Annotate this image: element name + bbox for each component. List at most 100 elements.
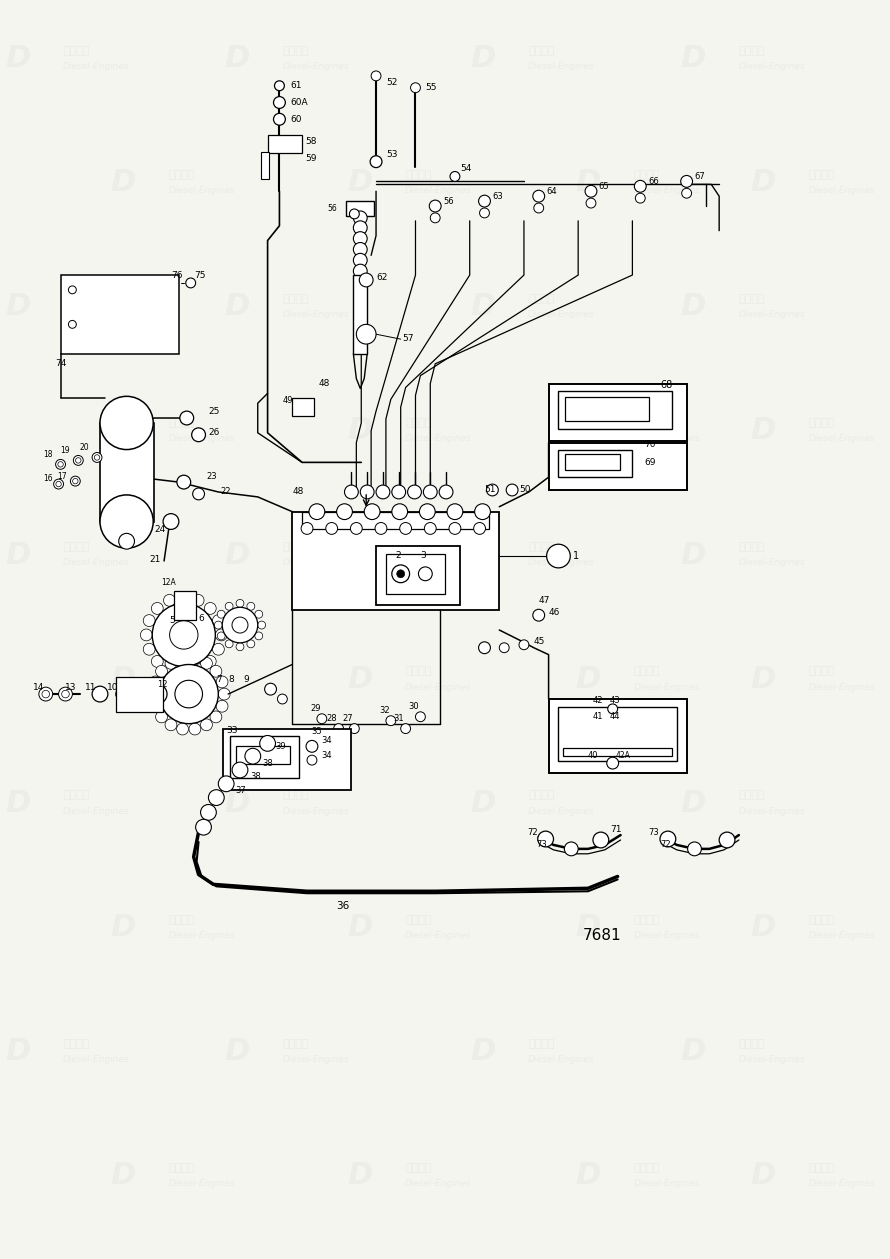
Circle shape [425, 522, 436, 534]
Text: 44: 44 [610, 713, 620, 721]
Text: Diesel-Engines: Diesel-Engines [63, 807, 130, 816]
Circle shape [217, 632, 225, 640]
Text: Diesel-Engines: Diesel-Engines [63, 310, 130, 319]
Text: D: D [224, 44, 250, 73]
Text: 60: 60 [290, 115, 302, 123]
Text: Diesel-Engines: Diesel-Engines [168, 1180, 235, 1188]
Circle shape [360, 273, 373, 287]
Circle shape [218, 776, 234, 792]
Circle shape [42, 690, 50, 697]
Text: 柴发动力: 柴发动力 [528, 293, 554, 303]
Text: 57: 57 [402, 334, 414, 342]
Text: Diesel-Engines: Diesel-Engines [282, 62, 349, 71]
Circle shape [474, 504, 490, 520]
Circle shape [449, 522, 461, 534]
Bar [261, 152, 269, 180]
Circle shape [416, 711, 425, 721]
Circle shape [245, 748, 261, 764]
Circle shape [216, 676, 228, 687]
Text: Diesel-Engines: Diesel-Engines [739, 310, 805, 319]
Text: D: D [470, 44, 496, 73]
Text: 柴发动力: 柴发动力 [63, 45, 90, 55]
Text: Diesel-Engines: Diesel-Engines [405, 434, 472, 443]
Bar [61, 274, 179, 354]
Circle shape [255, 632, 263, 640]
Circle shape [178, 666, 190, 679]
Circle shape [236, 643, 244, 651]
Text: 8: 8 [228, 675, 234, 684]
Circle shape [546, 544, 570, 568]
Text: 26: 26 [208, 428, 220, 437]
Text: 18: 18 [43, 449, 53, 460]
Text: Diesel-Engines: Diesel-Engines [809, 186, 876, 195]
Bar [100, 423, 154, 521]
Text: 67: 67 [694, 172, 705, 181]
Text: 12A: 12A [161, 578, 176, 587]
Text: D: D [575, 169, 601, 198]
Text: D: D [470, 789, 496, 818]
Circle shape [141, 630, 152, 641]
Text: 柴发动力: 柴发动力 [168, 914, 195, 924]
Circle shape [176, 653, 189, 665]
Circle shape [225, 640, 233, 648]
Circle shape [170, 621, 198, 650]
Circle shape [217, 611, 225, 618]
Circle shape [76, 458, 81, 463]
Text: Diesel-Engines: Diesel-Engines [528, 807, 595, 816]
Circle shape [353, 212, 368, 225]
Bar [302, 511, 490, 530]
Circle shape [326, 522, 337, 534]
Text: 柴发动力: 柴发动力 [405, 418, 432, 428]
Circle shape [351, 522, 362, 534]
Text: Diesel-Engines: Diesel-Engines [739, 62, 805, 71]
Bar [116, 677, 163, 711]
Text: Diesel-Engines: Diesel-Engines [528, 310, 595, 319]
Text: D: D [110, 913, 135, 942]
Circle shape [210, 665, 222, 677]
Circle shape [344, 485, 359, 499]
Circle shape [232, 762, 248, 778]
Text: 34: 34 [320, 737, 331, 745]
Circle shape [94, 454, 100, 460]
Text: Diesel-Engines: Diesel-Engines [63, 62, 130, 71]
Circle shape [100, 495, 153, 548]
Text: Diesel-Engines: Diesel-Engines [809, 682, 876, 691]
Text: 59: 59 [305, 154, 317, 164]
Text: D: D [470, 1037, 496, 1066]
Text: 11: 11 [85, 682, 97, 691]
Circle shape [429, 200, 441, 212]
Circle shape [56, 481, 61, 487]
Circle shape [635, 180, 646, 193]
Text: D: D [470, 540, 496, 569]
Circle shape [418, 567, 433, 580]
Text: 41: 41 [593, 713, 603, 721]
Text: 56: 56 [327, 204, 336, 214]
Text: D: D [575, 417, 601, 446]
Text: 柴发动力: 柴发动力 [405, 666, 432, 676]
Circle shape [424, 485, 437, 499]
Text: D: D [5, 1037, 30, 1066]
Circle shape [189, 723, 201, 735]
Text: Diesel-Engines: Diesel-Engines [63, 559, 130, 568]
Circle shape [70, 476, 80, 486]
Text: 柴发动力: 柴发动力 [405, 1163, 432, 1173]
Circle shape [353, 253, 368, 267]
Text: 柴发动力: 柴发动力 [739, 791, 765, 801]
Bar [174, 590, 196, 621]
Bar [558, 392, 672, 429]
Circle shape [192, 663, 204, 675]
Text: Diesel-Engines: Diesel-Engines [634, 682, 700, 691]
Text: 34: 34 [320, 750, 331, 759]
Circle shape [371, 71, 381, 81]
Text: Diesel-Engines: Diesel-Engines [634, 434, 700, 443]
Text: 柴发动力: 柴发动力 [63, 293, 90, 303]
Text: 柴发动力: 柴发动力 [405, 170, 432, 180]
Circle shape [408, 485, 421, 499]
Text: 47: 47 [538, 596, 550, 604]
Text: Diesel-Engines: Diesel-Engines [168, 434, 235, 443]
Circle shape [191, 428, 206, 442]
Circle shape [392, 504, 408, 520]
Text: 23: 23 [206, 472, 217, 481]
Circle shape [116, 689, 127, 700]
Circle shape [247, 640, 255, 648]
